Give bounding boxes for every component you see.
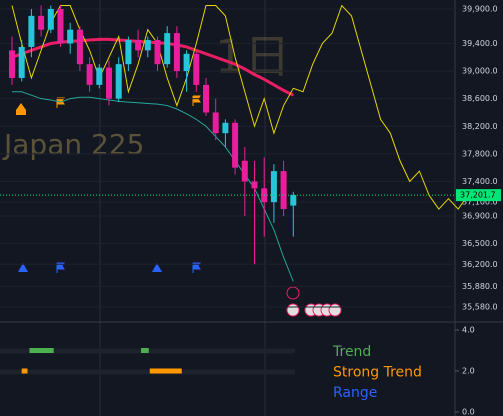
candle-body [28,15,35,47]
candle-body [135,40,142,51]
candle-body [241,160,248,182]
y-tick-label: 36,200.0 [462,260,498,269]
candle-body [67,29,74,44]
legend-label: Range [333,385,377,401]
candle-body [125,40,132,65]
price-tag-label: 37,201.7 [460,191,496,200]
legend-label: Strong Trend [333,365,422,381]
y-tick-label: 37,800.0 [462,149,498,158]
y-tick-label: 38,200.0 [462,122,498,131]
y-tick-label: 35,580.0 [462,303,498,312]
range-segment [141,348,149,353]
range-segment [149,368,182,374]
y-tick-label: 37,100.0 [462,198,498,207]
y-tick-label: 39,000.0 [462,67,498,76]
candle-body [193,53,200,85]
candle-body [280,171,287,210]
candle-body [222,122,229,134]
candle-body [86,64,93,85]
candle-body [144,40,151,51]
candle-body [290,195,297,206]
watermark: 1日 [215,30,290,84]
candle-body [47,8,54,30]
candle-body [106,67,112,99]
track [0,369,295,375]
candle-body [9,50,15,78]
y-tick-label: 36,900.0 [462,211,498,220]
candle-body [270,171,277,203]
y-tick-label: 39,400.0 [462,39,498,48]
candle-body [96,67,103,85]
candle-body [232,122,239,168]
range-segment [29,348,54,353]
y-tick-label: 0.0 [462,408,475,416]
y-tick-label: 37,400.0 [462,177,498,186]
candle-body [18,46,25,78]
candle-body [183,53,190,72]
candle-body [38,15,45,30]
candle-body [154,40,161,65]
candle-body [57,8,64,44]
candle-body [173,33,180,72]
candle-body [251,181,258,189]
symbol-watermark: Japan 225 [2,128,144,161]
candle-body [76,29,83,65]
legend-label: Trend [332,344,371,360]
y-tick-label: 39,900.0 [462,4,498,13]
candle-body [164,33,171,65]
candle-body [115,64,122,99]
y-tick-label: 2.0 [462,367,475,376]
y-tick-label: 36,500.0 [462,239,498,248]
price-tag [456,189,501,202]
y-tick-label: 35,880.0 [462,282,498,291]
range-segment [21,368,28,374]
indicator-line [11,4,469,210]
candle-body [203,84,209,113]
y-tick-label: 38,600.0 [462,94,498,103]
y-tick-label: 4.0 [462,326,475,335]
candle-body [212,112,219,134]
